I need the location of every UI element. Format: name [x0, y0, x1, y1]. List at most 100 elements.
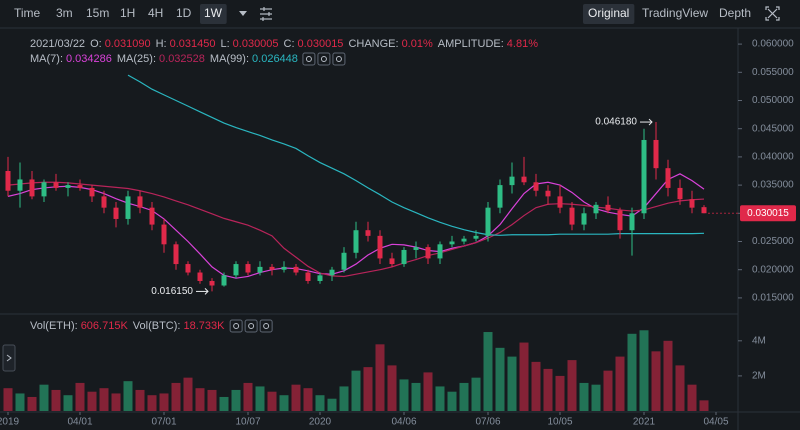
- legend-icon[interactable]: [259, 319, 273, 333]
- interval-button[interactable]: 1H: [120, 6, 135, 20]
- volume-bar: [483, 332, 493, 411]
- volume-bar: [507, 356, 517, 411]
- volume-bar: [675, 365, 685, 411]
- candle-body: [545, 190, 551, 197]
- legend-icon-dot: [320, 56, 327, 62]
- legend-icon[interactable]: [244, 319, 258, 333]
- volume-bar: [387, 365, 397, 411]
- volume-bar: [339, 386, 349, 411]
- volume-bar: [147, 395, 157, 411]
- x-tick-label: 10/05: [547, 417, 572, 428]
- x-tick-label: 04/06: [391, 417, 416, 428]
- candle-body: [413, 247, 419, 250]
- candle-body: [41, 182, 47, 197]
- candle-body: [269, 266, 275, 270]
- collapse-arrow: [6, 354, 12, 362]
- candle-body: [233, 264, 239, 276]
- candle-body: [641, 139, 647, 214]
- y-tick-label: 0.015000: [752, 293, 794, 304]
- annotation-label: 0.016150: [151, 286, 193, 297]
- candle-body: [581, 213, 587, 225]
- candle-body: [605, 204, 611, 211]
- volume-bar: [63, 395, 73, 411]
- interval-button[interactable]: 1D: [176, 6, 192, 20]
- volume-tick-label: 4M: [752, 335, 766, 346]
- candle-body: [53, 182, 59, 188]
- candle-body: [149, 207, 155, 225]
- y-tick-label: 0.035000: [752, 180, 794, 191]
- candle-body: [449, 241, 455, 245]
- candle-body: [569, 207, 575, 225]
- fullscreen-icon[interactable]: [765, 6, 780, 21]
- candle-body: [353, 230, 359, 253]
- volume-bar: [447, 391, 457, 411]
- interval-dropdown[interactable]: [239, 11, 247, 16]
- interval-button[interactable]: 4H: [148, 6, 163, 20]
- y-tick-label: 0.055000: [752, 67, 794, 78]
- y-tick-label: 0.020000: [752, 264, 794, 275]
- volume-bar: [459, 382, 469, 411]
- volume-bar: [123, 381, 133, 411]
- annotation-arrowhead: [648, 118, 653, 126]
- candle-body: [521, 176, 527, 183]
- view-button[interactable]: Depth: [719, 6, 751, 20]
- candle-body: [221, 275, 227, 286]
- volume-bar: [567, 360, 577, 411]
- legend-icon[interactable]: [317, 52, 331, 66]
- interval-button[interactable]: 3m: [56, 6, 73, 20]
- volume-bar: [543, 368, 553, 411]
- volume-label: Vol(ETH):: [30, 320, 78, 332]
- volume-bar: [255, 386, 265, 411]
- legend-icon-dot: [305, 56, 312, 62]
- collapse-button[interactable]: [2, 344, 16, 372]
- header-date: 2021/03/22: [30, 38, 85, 50]
- candle-body: [377, 235, 383, 259]
- volume-bar: [243, 382, 253, 411]
- legend-icon[interactable]: [332, 52, 346, 66]
- candle-body: [89, 187, 95, 197]
- legend-icon[interactable]: [229, 319, 243, 333]
- candle-body: [161, 224, 167, 245]
- candle-body: [497, 185, 503, 208]
- interval-button[interactable]: 15m: [86, 6, 109, 20]
- ma-line: [7, 181, 705, 278]
- volume-bar: [195, 388, 205, 411]
- volume-bar: [315, 395, 325, 411]
- settings-icon[interactable]: [260, 7, 272, 21]
- candle-body: [245, 264, 251, 273]
- legend-icon[interactable]: [302, 52, 316, 66]
- last-price-tag: [740, 205, 796, 222]
- ma-line: [7, 173, 705, 279]
- x-tick-label: 07/06: [475, 417, 500, 428]
- interval-button[interactable]: 1W: [204, 6, 223, 20]
- candle-body: [593, 204, 599, 214]
- candle-body: [617, 210, 623, 231]
- volume-bar: [351, 370, 361, 411]
- interval-button[interactable]: Time: [14, 6, 41, 20]
- volume-bar: [279, 395, 289, 411]
- volume-bar: [531, 361, 541, 411]
- volume-value: 18.733K: [183, 320, 225, 332]
- ma-legend-value: 0.032528: [159, 53, 205, 65]
- volume-bar: [699, 400, 709, 411]
- candle-body: [197, 272, 203, 281]
- volume-bar: [303, 388, 313, 411]
- candle-body: [257, 266, 263, 273]
- volume-bar: [519, 342, 529, 411]
- view-button[interactable]: TradingView: [642, 6, 708, 20]
- volume-bar: [99, 388, 109, 411]
- ma-legend-value: 0.034286: [66, 53, 112, 65]
- volume-bar: [411, 382, 421, 411]
- y-tick-label: 0.045000: [752, 123, 794, 134]
- candle-body: [113, 207, 119, 219]
- view-button[interactable]: Original: [588, 6, 629, 20]
- candle-body: [689, 199, 695, 208]
- volume-bar: [15, 393, 25, 411]
- y-tick-label: 0.040000: [752, 152, 794, 163]
- candle-body: [509, 176, 515, 186]
- volume-bar: [579, 382, 589, 411]
- volume-bar: [375, 344, 385, 411]
- x-tick-label: 2020: [309, 417, 332, 428]
- volume-bar: [135, 389, 145, 411]
- volume-bar: [471, 377, 481, 411]
